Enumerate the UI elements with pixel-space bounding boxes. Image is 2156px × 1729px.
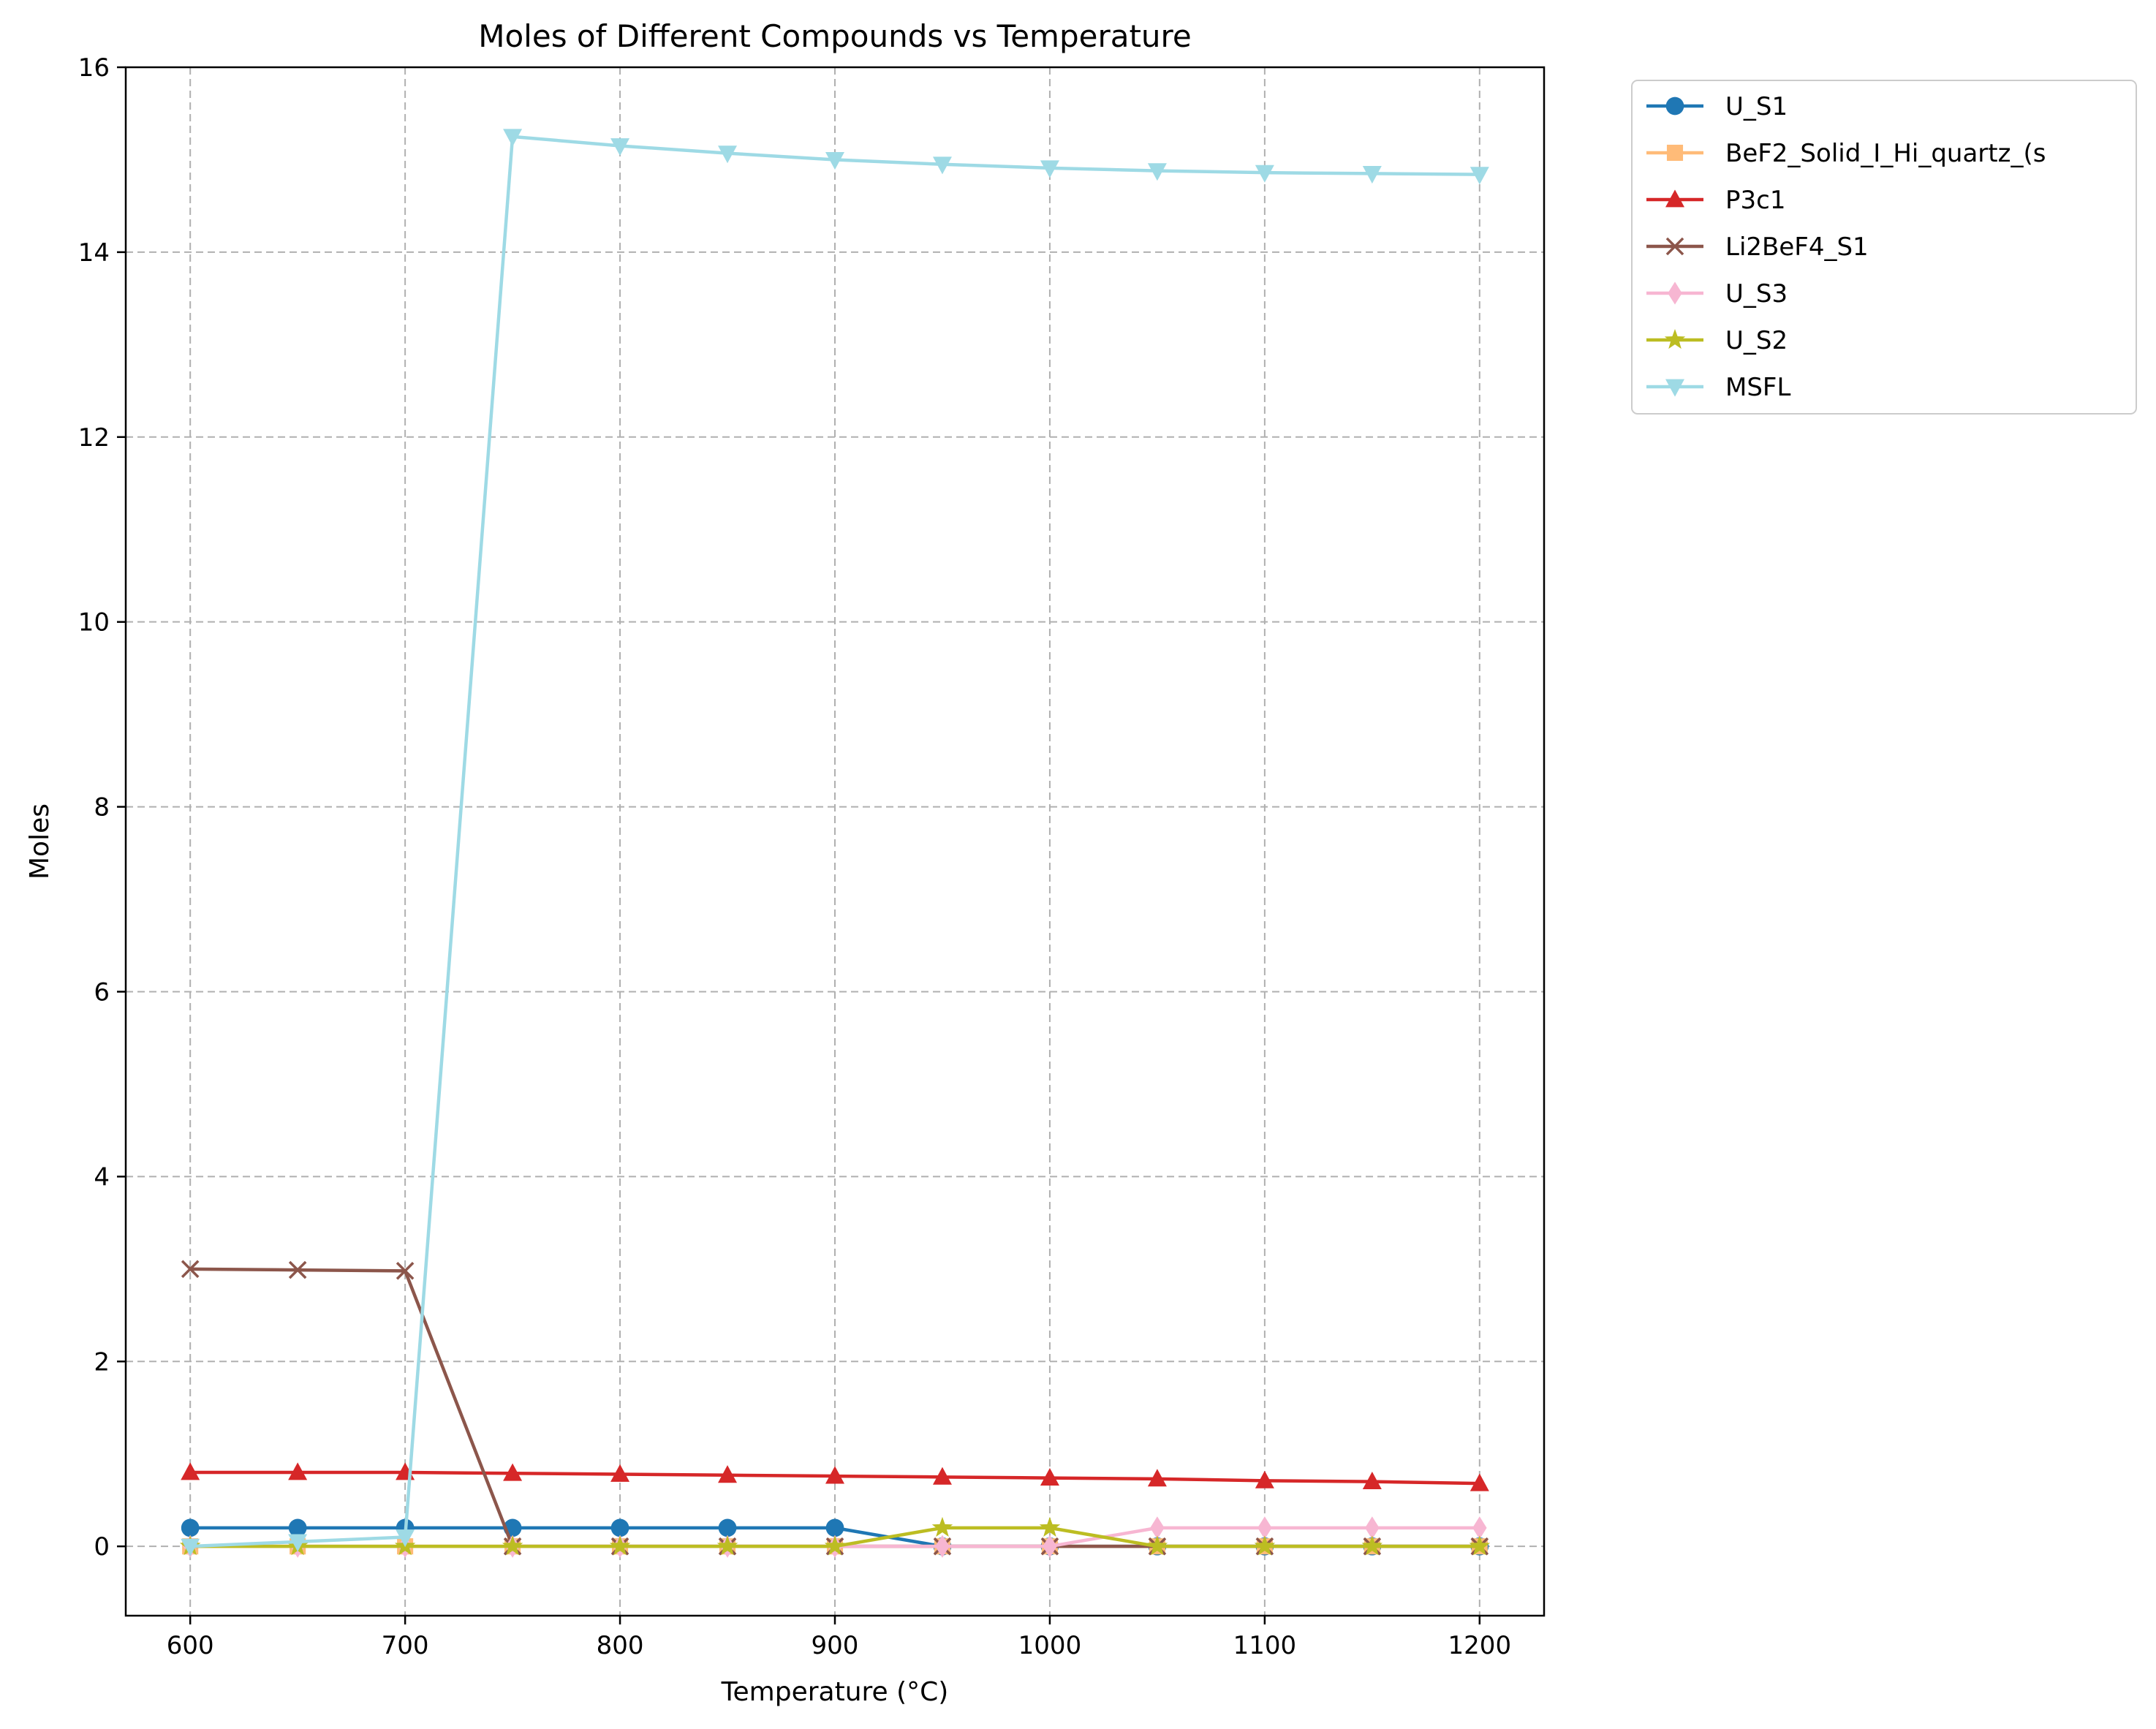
legend-item: BeF2_Solid_I_Hi_quartz_(s (1646, 139, 2046, 168)
data-point (1147, 1469, 1167, 1487)
y-tick-label: 2 (94, 1347, 110, 1377)
x-tick-label: 600 (167, 1631, 214, 1660)
data-point (1362, 1472, 1382, 1490)
x-tick-label: 1000 (1018, 1631, 1082, 1660)
data-point (931, 1516, 953, 1537)
data-point (1255, 164, 1274, 183)
x-axis-label: Temperature (°C) (721, 1677, 949, 1707)
data-point (1472, 1516, 1487, 1540)
data-point (718, 145, 738, 164)
data-point (610, 1518, 629, 1537)
data-point (609, 1535, 631, 1556)
x-axis: 600 700 800 900 1000 1100 1200 (167, 1616, 1511, 1660)
x-tick-label: 900 (812, 1631, 859, 1660)
x-tick-label: 1200 (1448, 1631, 1512, 1660)
legend-item: MSFL (1646, 373, 1790, 402)
data-point (1255, 1470, 1274, 1488)
data-point (1147, 163, 1167, 181)
data-point (610, 1464, 630, 1482)
series-layer (179, 129, 1491, 1558)
data-point (288, 1518, 307, 1537)
data-point (1043, 1535, 1057, 1558)
y-tick-label: 4 (94, 1162, 110, 1192)
y-tick-label: 14 (78, 238, 110, 268)
x-tick-label: 700 (382, 1631, 429, 1660)
legend-item: P3c1 (1646, 186, 1785, 215)
legend-item: Li2BeF4_S1 (1646, 232, 1869, 262)
legend-item: U_S2 (1646, 326, 1788, 355)
chart-title: Moles of Different Compounds vs Temperat… (478, 18, 1191, 54)
data-point (716, 1535, 738, 1556)
data-point (1150, 1516, 1165, 1540)
legend-label: BeF2_Solid_I_Hi_quartz_(s (1725, 139, 2046, 168)
data-point (1362, 166, 1382, 184)
legend-marker (1665, 237, 1684, 256)
y-axis-label: Moles (25, 803, 55, 879)
data-point (932, 1467, 952, 1485)
data-point (935, 1535, 950, 1558)
data-point (1040, 160, 1059, 178)
legend-item: U_S3 (1646, 279, 1788, 309)
series-P3c1 (181, 1462, 1489, 1491)
data-point (932, 156, 952, 175)
data-point (1470, 1473, 1489, 1491)
legend-marker (1665, 97, 1684, 116)
legend-marker (1668, 281, 1682, 305)
data-point (825, 1518, 844, 1537)
y-tick-label: 6 (94, 977, 110, 1007)
legend: U_S1 BeF2_Solid_I_Hi_quartz_(s P3c1 Li2BeF4… (1631, 80, 2137, 415)
data-point (825, 152, 844, 170)
data-point (288, 1462, 308, 1480)
data-point (610, 138, 630, 156)
data-point (288, 1534, 308, 1552)
data-point (502, 1535, 523, 1556)
legend-label: U_S3 (1725, 279, 1788, 309)
data-point (396, 1262, 415, 1280)
data-point (1361, 1535, 1383, 1556)
data-point (181, 1260, 200, 1279)
x-tick-label: 800 (597, 1631, 644, 1660)
data-point (396, 1529, 415, 1548)
data-point (1257, 1516, 1272, 1540)
data-point (1254, 1535, 1276, 1556)
data-point (181, 1538, 200, 1556)
y-tick-label: 0 (94, 1532, 110, 1562)
legend-label: U_S2 (1725, 326, 1788, 355)
legend-label: Li2BeF4_S1 (1725, 232, 1869, 262)
data-point (1039, 1516, 1061, 1537)
data-point (1470, 167, 1489, 185)
legend-label: U_S1 (1725, 92, 1788, 121)
legend-marker (1664, 329, 1686, 349)
data-point (1146, 1535, 1168, 1556)
data-point (181, 1518, 200, 1537)
data-point (718, 1465, 738, 1483)
legend-marker (1665, 379, 1684, 397)
y-tick-label: 10 (78, 608, 110, 638)
legend-label: P3c1 (1725, 186, 1785, 215)
legend-marker (1665, 189, 1684, 208)
series-MSFL (181, 129, 1489, 1556)
data-point (288, 1260, 307, 1279)
data-point (1365, 1516, 1380, 1540)
data-point (824, 1535, 846, 1556)
legend-label: MSFL (1725, 373, 1790, 402)
y-axis: 0 2 4 6 8 10 12 14 16 (78, 53, 126, 1562)
y-tick-label: 12 (78, 423, 110, 453)
data-point (718, 1518, 737, 1537)
grid (126, 67, 1544, 1616)
data-point (1040, 1467, 1059, 1486)
data-point (503, 1463, 523, 1481)
data-point (1469, 1535, 1491, 1556)
x-tick-label: 1100 (1233, 1631, 1297, 1660)
y-tick-label: 8 (94, 793, 110, 822)
legend-frame (1631, 80, 2137, 415)
legend-item: U_S1 (1646, 92, 1788, 121)
data-point (503, 129, 523, 147)
y-tick-label: 16 (78, 53, 110, 83)
data-point (181, 1462, 200, 1480)
legend-marker (1666, 144, 1684, 162)
data-point (825, 1466, 844, 1484)
